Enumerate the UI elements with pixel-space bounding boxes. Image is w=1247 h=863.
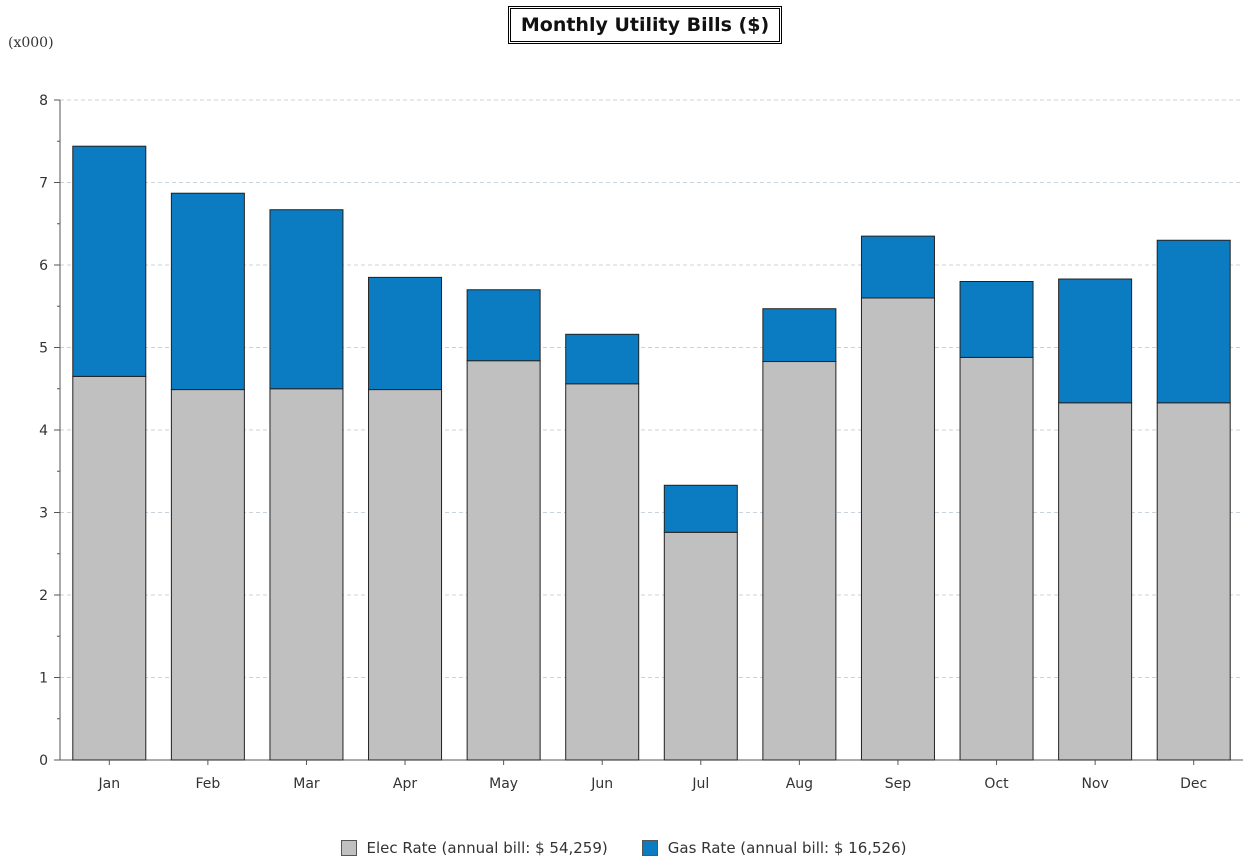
x-tick-label: Dec bbox=[1180, 776, 1207, 792]
y-tick-label: 2 bbox=[39, 588, 48, 604]
bar-gas-may bbox=[466, 289, 541, 362]
x-tick-label: Apr bbox=[393, 776, 417, 792]
y-tick-label: 3 bbox=[39, 506, 48, 522]
bar-elec-apr bbox=[368, 389, 443, 761]
bar-gas-jun bbox=[565, 333, 640, 385]
bar-gas-mar bbox=[269, 209, 344, 390]
y-tick-label: 1 bbox=[39, 671, 48, 687]
legend-label-gas: Gas Rate (annual bill: $ 16,526) bbox=[667, 839, 907, 857]
y-tick-label: 4 bbox=[39, 423, 48, 439]
y-tick-label: 5 bbox=[39, 341, 48, 357]
legend-item-gas: Gas Rate (annual bill: $ 16,526) bbox=[641, 839, 907, 857]
legend: Elec Rate (annual bill: $ 54,259) Gas Ra… bbox=[0, 836, 1247, 860]
bar-gas-dec bbox=[1156, 239, 1231, 404]
chart-title: Monthly Utility Bills ($) bbox=[510, 8, 780, 42]
bar-elec-mar bbox=[269, 388, 344, 761]
x-tick-label: Jun bbox=[590, 776, 613, 792]
bar-gas-apr bbox=[368, 276, 443, 391]
legend-item-elec: Elec Rate (annual bill: $ 54,259) bbox=[340, 839, 608, 857]
x-tick-label: Nov bbox=[1081, 776, 1108, 792]
bar-gas-feb bbox=[170, 192, 245, 391]
x-tick-label: Oct bbox=[984, 776, 1009, 792]
bar-elec-jul bbox=[663, 531, 738, 761]
bar-elec-oct bbox=[959, 356, 1034, 761]
legend-swatch-gas bbox=[641, 840, 658, 856]
bar-elec-may bbox=[466, 360, 541, 761]
bar-gas-nov bbox=[1058, 278, 1133, 404]
bar-gas-aug bbox=[762, 308, 837, 363]
bar-gas-jul bbox=[663, 484, 738, 533]
x-tick-label: Jan bbox=[97, 776, 120, 792]
bar-elec-jan bbox=[72, 375, 147, 761]
x-tick-label: May bbox=[489, 776, 518, 792]
y-tick-label: 6 bbox=[39, 258, 48, 274]
x-tick-label: Jul bbox=[691, 776, 709, 792]
bar-elec-dec bbox=[1156, 402, 1231, 761]
bar-gas-sep bbox=[860, 235, 935, 299]
bar-elec-aug bbox=[762, 361, 837, 761]
x-tick-label: Aug bbox=[786, 776, 813, 792]
bar-elec-sep bbox=[860, 297, 935, 761]
y-tick-label: 8 bbox=[39, 93, 48, 109]
legend-label-elec: Elec Rate (annual bill: $ 54,259) bbox=[366, 839, 608, 857]
x-tick-label: Sep bbox=[885, 776, 912, 792]
chart-plot: 0 1 2 3 4 5 6 7 8 Jan Feb Mar Apr May Jun Jul Aug Sep Oct N… bbox=[39, 93, 1243, 792]
x-tick-label: Feb bbox=[195, 776, 220, 792]
bar-elec-nov bbox=[1058, 402, 1133, 761]
bar-elec-feb bbox=[170, 389, 245, 761]
bar-gas-oct bbox=[959, 281, 1034, 358]
y-tick-label: 0 bbox=[39, 753, 48, 769]
legend-swatch-elec bbox=[340, 840, 357, 856]
bar-gas-jan bbox=[72, 145, 147, 377]
y-tick-label: 7 bbox=[39, 176, 48, 192]
bar-elec-jun bbox=[565, 383, 640, 761]
y-unit-label: (x000) bbox=[8, 35, 54, 51]
x-tick-label: Mar bbox=[293, 776, 320, 792]
